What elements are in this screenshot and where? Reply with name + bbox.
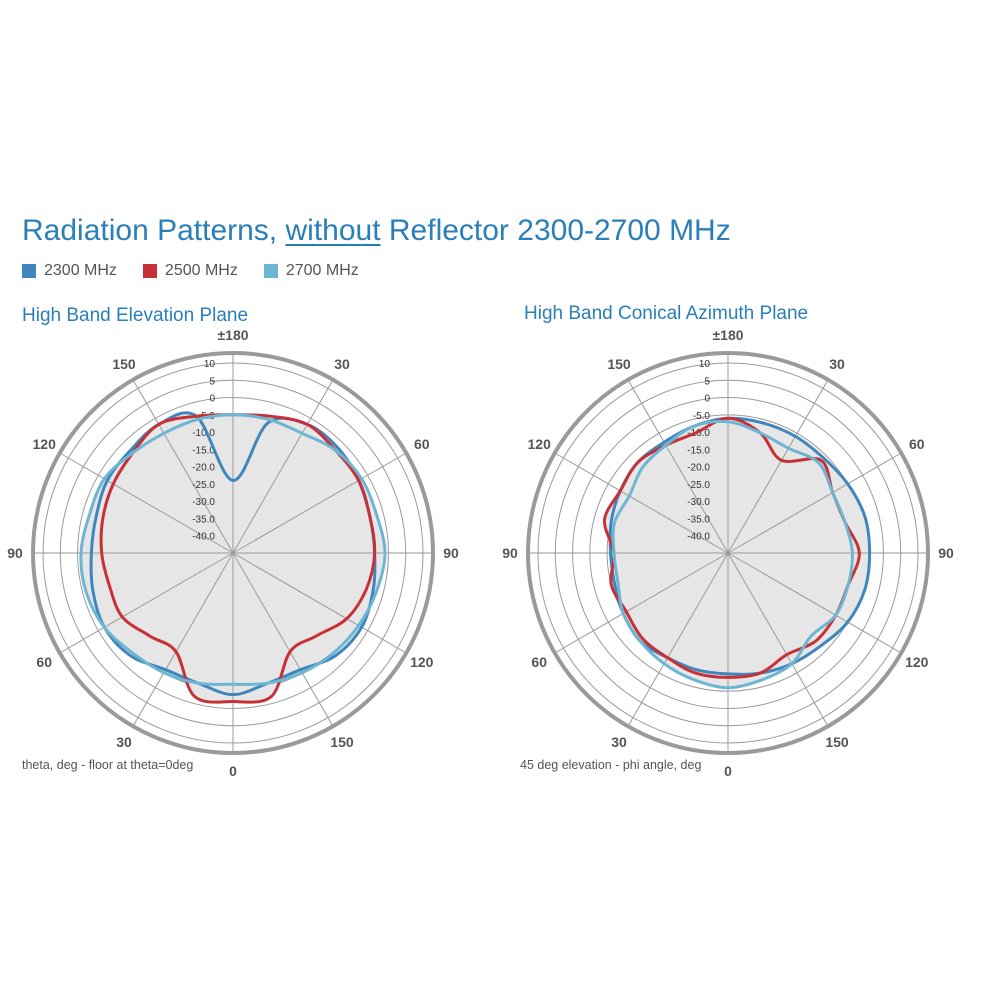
series-fill-group: [604, 418, 870, 688]
radial-tick-label: 0: [209, 394, 215, 405]
radial-tick-label: 0: [704, 394, 710, 405]
grid-spoke: [232, 552, 407, 654]
series-fill: [613, 421, 853, 688]
radial-tick-label: -15.0: [687, 445, 710, 456]
grid-spoke: [132, 552, 234, 727]
radial-tick-label: -40.0: [192, 532, 215, 543]
angle-tick-label: 30: [334, 356, 350, 372]
grid-spoke: [727, 552, 902, 654]
polar-chart-azimuth: 10 5 0 -5.0 -10.0 -15.0 -20.0 -25.0 -30.0 -35.0 -4…: [502, 327, 954, 779]
series-line-2700-mhz: [611, 419, 854, 690]
legend-swatch-2300: [22, 264, 36, 278]
angle-tick-label: 150: [825, 734, 849, 750]
angle-tick-label: ±180: [712, 327, 743, 343]
angle-tick-label: 120: [528, 436, 552, 452]
grid-spoke: [59, 452, 234, 554]
radial-tick-label: -5.0: [693, 411, 711, 422]
grid-spoke: [232, 452, 407, 554]
grid-spoke: [727, 452, 902, 554]
angle-tick-label: 60: [909, 436, 925, 452]
legend-item-2500: 2500 MHz: [142, 262, 238, 280]
legend-item-2700: 2700 MHz: [263, 262, 359, 280]
angle-tick-label: 90: [938, 545, 954, 561]
angle-tick-label: 150: [607, 356, 631, 372]
legend-item-2300: 2300 MHz: [22, 262, 117, 280]
legend-swatch-2500: [142, 264, 157, 278]
angle-tick-label: 60: [414, 436, 430, 452]
legend-label-2700: 2700 MHz: [285, 262, 359, 279]
title-part1: Radiation Patterns,: [22, 214, 286, 247]
angle-tick-label: 120: [905, 654, 929, 670]
grid-spoke: [554, 552, 729, 654]
angle-tick-label: 90: [502, 545, 518, 561]
radial-tick-label: 5: [209, 376, 215, 387]
angle-tick-label: 30: [611, 734, 627, 750]
angle-tick-label: 150: [112, 356, 136, 372]
page-title: Radiation Patterns, without Reflector 23…: [22, 214, 731, 248]
series-line-2700-mhz: [79, 413, 387, 686]
polar-chart-elevation: 1050-5.0-10.0-15.0-20.0-25.0-30.0-35.0-4…: [7, 327, 459, 779]
radial-tick-label: 10: [204, 359, 216, 370]
radial-tick-label: -25.0: [192, 480, 215, 491]
legend: 2300 MHz 2500 MHz 2700 MHz: [22, 262, 359, 280]
radial-tick-label: 10: [699, 359, 711, 370]
angle-tick-label: ±180: [217, 327, 248, 343]
radial-tick-label: -30.0: [687, 497, 710, 508]
angle-tick-label: 60: [36, 654, 52, 670]
grid-spoke: [727, 552, 829, 727]
radial-tick-label: -35.0: [687, 514, 710, 525]
grid-spoke: [132, 379, 234, 554]
grid-spoke: [727, 379, 829, 554]
angle-tick-label: 60: [531, 654, 547, 670]
radial-tick-label: -20.0: [192, 463, 215, 474]
angle-tick-label: 0: [229, 763, 237, 779]
angle-tick-label: 150: [330, 734, 354, 750]
angle-tick-label: 120: [33, 436, 57, 452]
legend-swatch-2700: [263, 264, 278, 278]
radial-tick-label: -25.0: [687, 480, 710, 491]
grid-spoke: [232, 552, 334, 727]
legend-label-2500: 2500 MHz: [164, 262, 238, 279]
radial-tick-label: -35.0: [192, 514, 215, 525]
angle-tick-label: 30: [116, 734, 132, 750]
title-part3: Reflector 2300-2700 MHz: [380, 214, 731, 247]
angle-tick-label: 90: [7, 545, 23, 561]
grid-spoke: [627, 379, 729, 554]
radial-tick-label: -15.0: [192, 445, 215, 456]
radial-tick-label: 5: [704, 376, 710, 387]
footnote-azimuth: 45 deg elevation - phi angle, deg: [520, 758, 702, 772]
grid-spoke: [59, 552, 234, 654]
angle-tick-label: 0: [724, 763, 732, 779]
grid-spoke: [627, 552, 729, 727]
legend-label-2300: 2300 MHz: [44, 262, 117, 279]
radial-tick-label: -10.0: [192, 428, 215, 439]
radial-tick-label: -30.0: [192, 497, 215, 508]
chart-title-azimuth: High Band Conical Azimuth Plane: [524, 303, 809, 324]
footnote-elevation: theta, deg - floor at theta=0deg: [22, 758, 194, 772]
angle-tick-label: 30: [829, 356, 845, 372]
grid-spoke: [232, 379, 334, 554]
chart-title-elevation: High Band Elevation Plane: [22, 305, 249, 326]
radial-tick-label: -40.0: [687, 532, 710, 543]
grid-spoke: [554, 452, 729, 554]
title-emphasis: without: [285, 214, 381, 247]
angle-tick-label: 120: [410, 654, 434, 670]
angle-tick-label: 90: [443, 545, 459, 561]
radial-tick-label: -10.0: [687, 428, 710, 439]
radial-tick-label: -20.0: [687, 463, 710, 474]
